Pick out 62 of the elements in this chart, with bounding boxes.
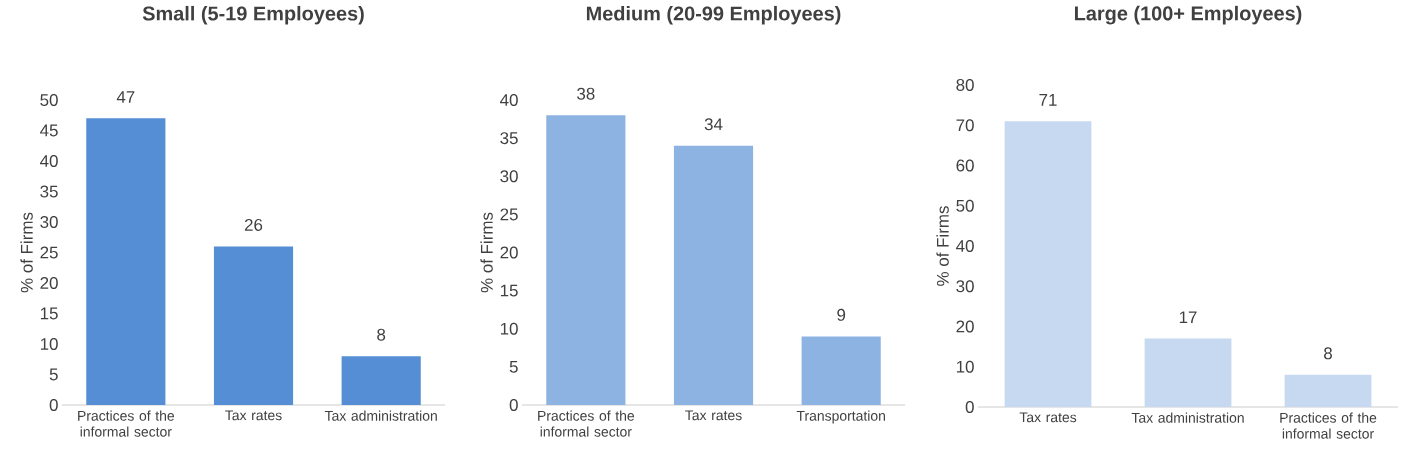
data-label: 17 [1179, 311, 1197, 324]
y-tick-label: 45 [40, 124, 58, 137]
y-tick-label: 15 [40, 307, 58, 320]
y-axis-title: % of Firms [480, 212, 493, 293]
y-tick-label: 5 [509, 360, 518, 373]
y-tick-label: 20 [500, 246, 518, 259]
chart-title: Large (100+ Employees) [1074, 5, 1302, 25]
bar [801, 336, 881, 405]
bar [213, 246, 294, 405]
bar [1284, 374, 1372, 407]
data-label: 8 [1324, 347, 1332, 360]
y-tick-label: 40 [956, 240, 974, 252]
x-tick-label: Tax administration [1131, 412, 1244, 423]
y-tick-label: 25 [40, 246, 58, 259]
y-tick-label: 15 [500, 284, 518, 297]
y-tick-label: 30 [956, 280, 974, 293]
y-tick-label: 35 [500, 132, 518, 145]
y-tick-label: 30 [500, 170, 518, 183]
bar [341, 356, 421, 405]
y-tick-label: 0 [965, 401, 974, 413]
y-tick-label: 0 [509, 399, 518, 411]
y-tick-label: 40 [500, 94, 518, 106]
x-tick-label: Transportation [796, 410, 885, 424]
y-tick-label: 10 [500, 322, 518, 335]
bar [1004, 121, 1092, 407]
x-tick-label: Practices of the informal sector [1280, 412, 1377, 439]
chart-title: Small (5-19 Employees) [142, 5, 364, 25]
data-label: 71 [1039, 94, 1057, 106]
y-tick-label: 10 [956, 360, 974, 373]
data-label: 26 [244, 218, 263, 231]
x-tick-label: Practices of the informal sector [78, 410, 175, 437]
x-tick-label: Practices of the informal sector [538, 410, 635, 437]
y-tick-label: 35 [40, 185, 58, 198]
y-axis-title: % of Firms [936, 206, 949, 286]
y-tick-label: 25 [500, 208, 518, 221]
y-tick-label: 10 [40, 338, 58, 350]
bar [1144, 338, 1232, 407]
y-axis-title: % of Firms [20, 212, 33, 293]
x-tick-label: Tax rates [1019, 412, 1077, 423]
bar [673, 145, 754, 405]
data-label: 38 [577, 87, 595, 100]
y-tick-label: 70 [956, 119, 974, 132]
chart-title: Medium (20-99 Employees) [586, 5, 841, 25]
y-tick-label: 40 [40, 155, 58, 167]
y-tick-label: 20 [956, 320, 974, 333]
data-label: 47 [116, 91, 135, 103]
y-tick-label: 30 [40, 216, 58, 228]
y-tick-label: 5 [49, 368, 58, 381]
y-tick-label: 50 [956, 199, 974, 212]
bar [546, 115, 626, 405]
data-label: 8 [377, 328, 386, 341]
y-tick-label: 20 [40, 277, 58, 289]
data-label: 9 [837, 308, 846, 321]
x-tick-label: Tax rates [225, 410, 282, 421]
data-label: 34 [704, 118, 723, 131]
y-tick-label: 80 [956, 79, 974, 91]
bar [86, 118, 166, 405]
y-tick-label: 0 [49, 399, 58, 411]
y-tick-label: 50 [40, 94, 58, 106]
y-tick-label: 60 [956, 159, 974, 172]
x-tick-label: Tax rates [685, 410, 742, 421]
x-tick-label: Tax administration [324, 410, 437, 421]
